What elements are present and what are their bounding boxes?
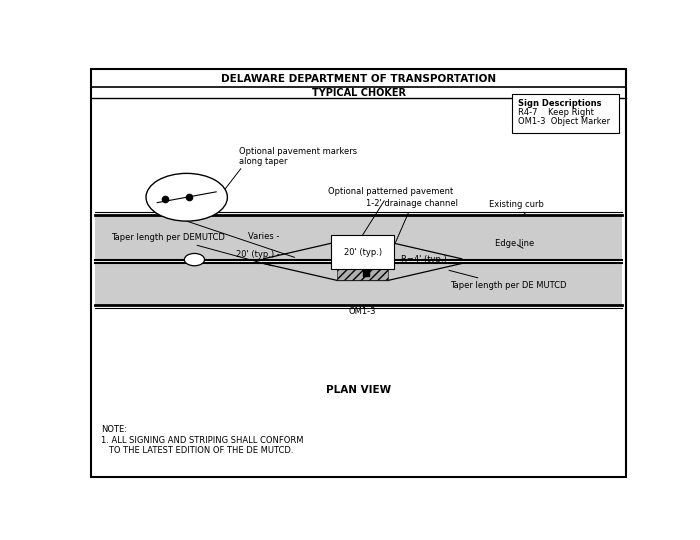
Text: DELAWARE DEPARTMENT OF TRANSPORTATION: DELAWARE DEPARTMENT OF TRANSPORTATION xyxy=(221,73,496,84)
Text: OM1-3  Object Marker: OM1-3 Object Marker xyxy=(519,117,610,126)
Polygon shape xyxy=(337,264,388,280)
Text: Optional pavement markers
along taper: Optional pavement markers along taper xyxy=(239,147,357,166)
Text: PLAN VIEW: PLAN VIEW xyxy=(326,384,391,395)
Text: 1-2' drainage channel: 1-2' drainage channel xyxy=(367,199,458,242)
Ellipse shape xyxy=(146,173,228,221)
Text: Sign Descriptions: Sign Descriptions xyxy=(519,99,602,107)
Text: 20' (typ.): 20' (typ.) xyxy=(344,247,382,256)
Text: OM1-3: OM1-3 xyxy=(349,262,377,272)
Text: 20' (typ.) -: 20' (typ.) - xyxy=(236,249,280,259)
Text: R=4' (typ.): R=4' (typ.) xyxy=(401,255,447,264)
Ellipse shape xyxy=(184,253,204,266)
Text: TYPICAL CHOKER: TYPICAL CHOKER xyxy=(312,87,406,98)
Bar xyxy=(95,215,622,259)
Bar xyxy=(512,94,620,132)
Text: Taper length per DEMUTCD: Taper length per DEMUTCD xyxy=(111,233,272,266)
Text: R4-7    Keep Right: R4-7 Keep Right xyxy=(519,108,594,117)
Text: Taper length per DE MUTCD: Taper length per DE MUTCD xyxy=(449,271,567,291)
Text: Optional patterned pavement: Optional patterned pavement xyxy=(328,187,453,239)
Text: Existing curb: Existing curb xyxy=(489,200,544,214)
Polygon shape xyxy=(337,242,388,259)
Text: Varies -: Varies - xyxy=(248,232,280,241)
Text: NOTE:
1. ALL SIGNING AND STRIPING SHALL CONFORM
   TO THE LATEST EDITION OF THE : NOTE: 1. ALL SIGNING AND STRIPING SHALL … xyxy=(102,425,304,455)
Bar xyxy=(95,264,622,305)
Text: Edge line: Edge line xyxy=(495,239,534,248)
Text: OM1-3: OM1-3 xyxy=(349,307,377,315)
